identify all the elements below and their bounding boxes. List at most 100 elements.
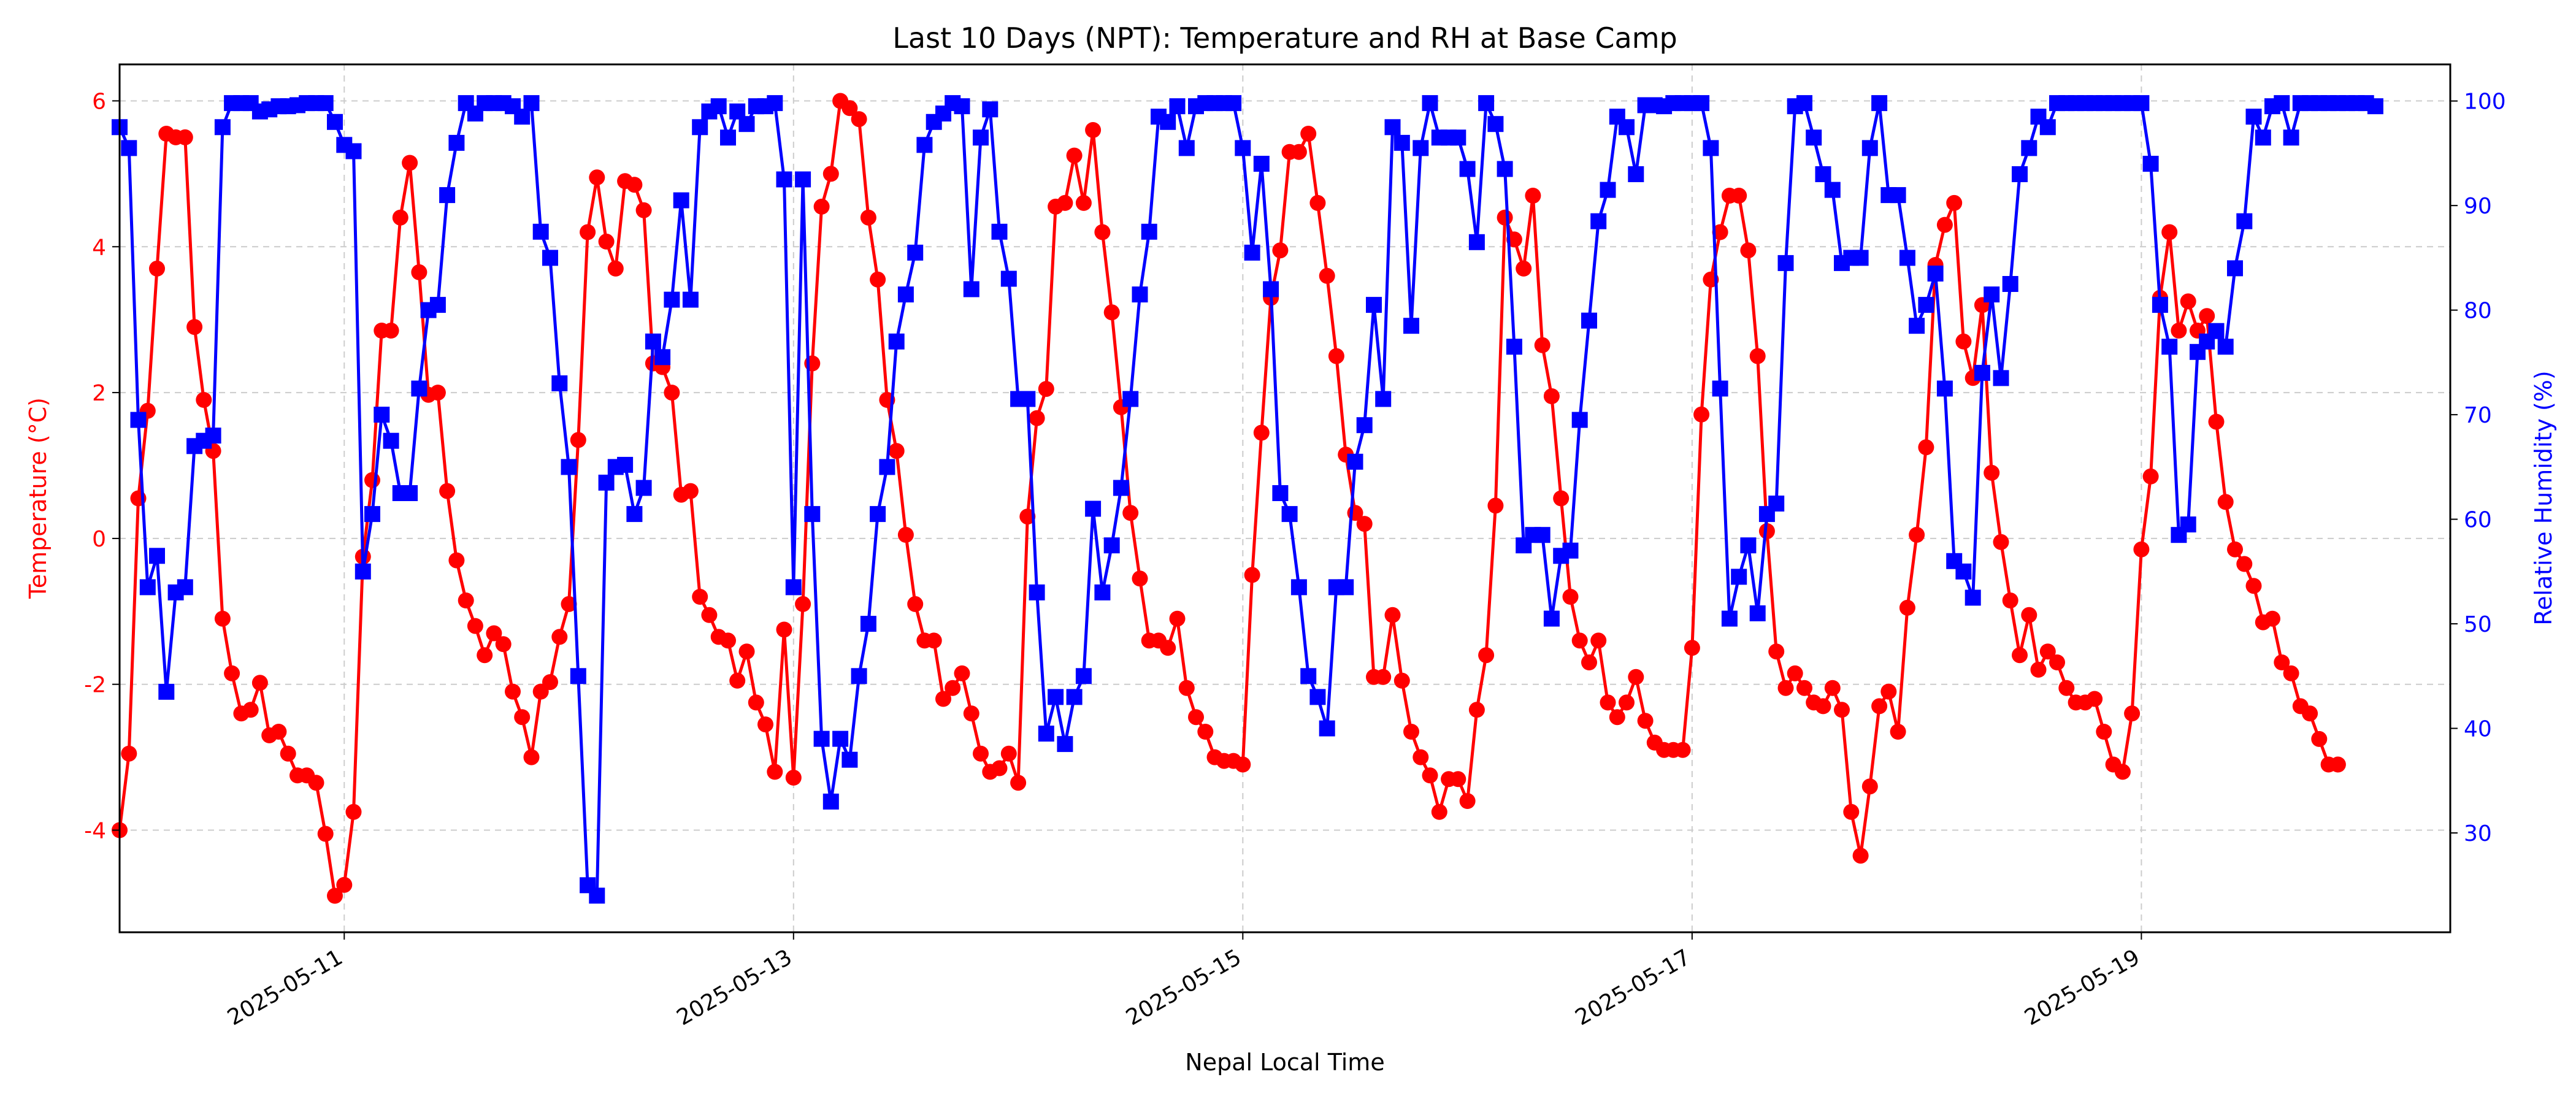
temperature-point bbox=[1777, 680, 1794, 696]
temperature-point bbox=[935, 691, 951, 707]
humidity-point bbox=[2021, 140, 2037, 156]
temperature-point bbox=[2311, 730, 2328, 747]
humidity-point bbox=[1478, 95, 1495, 112]
temperature-point bbox=[1525, 188, 1541, 204]
humidity-point bbox=[1253, 156, 1270, 172]
humidity-point bbox=[1918, 297, 1934, 313]
temperature-point bbox=[2245, 578, 2262, 594]
humidity-point bbox=[523, 95, 540, 112]
temperature-point bbox=[2142, 468, 2159, 485]
temperature-point bbox=[1160, 640, 1176, 656]
humidity-point bbox=[374, 407, 390, 423]
humidity-point bbox=[514, 109, 531, 125]
humidity-point bbox=[1366, 297, 1382, 313]
humidity-point bbox=[1375, 391, 1392, 407]
temperature-point bbox=[1637, 713, 1654, 729]
temperature-point bbox=[224, 665, 240, 681]
temperature-point bbox=[729, 672, 746, 689]
temperature-point bbox=[1516, 260, 1532, 277]
humidity-point bbox=[1338, 579, 1354, 596]
humidity-point bbox=[1468, 234, 1485, 250]
humidity-point bbox=[767, 95, 783, 112]
humidity-point bbox=[879, 459, 895, 475]
temperature-point bbox=[2114, 764, 2131, 780]
humidity-point bbox=[158, 683, 175, 700]
temperature-point bbox=[2227, 541, 2243, 558]
humidity-point bbox=[1871, 95, 1888, 112]
temperature-point bbox=[1600, 694, 1616, 711]
y-axis-right-label: Relative Humidity (%) bbox=[2530, 370, 2557, 625]
humidity-point bbox=[1890, 187, 1906, 204]
temperature-point bbox=[1918, 439, 1934, 456]
temperature-point bbox=[1103, 304, 1120, 321]
humidity-point bbox=[139, 579, 156, 596]
humidity-point bbox=[1562, 542, 1579, 559]
temperature-point bbox=[2264, 610, 2280, 627]
humidity-point bbox=[1497, 161, 1513, 177]
humidity-point bbox=[1263, 281, 1279, 297]
temperature-point bbox=[2208, 413, 2225, 430]
temperature-point bbox=[1384, 607, 1401, 623]
temperature-point bbox=[327, 887, 343, 904]
temperature-point bbox=[411, 264, 427, 280]
humidity-point bbox=[1768, 496, 1785, 512]
humidity-point bbox=[1113, 480, 1129, 496]
humidity-point bbox=[448, 134, 465, 151]
temperature-point bbox=[776, 621, 792, 638]
temperature-point bbox=[1768, 643, 1785, 660]
humidity-point bbox=[635, 480, 652, 496]
humidity-point bbox=[2039, 119, 2056, 136]
humidity-point bbox=[1169, 98, 1186, 115]
y-right-tick-label: 50 bbox=[2464, 612, 2492, 637]
humidity-point bbox=[561, 459, 577, 475]
humidity-point bbox=[1272, 485, 1289, 501]
temperature-point bbox=[2124, 705, 2141, 722]
humidity-point bbox=[1927, 266, 1944, 282]
temperature-point bbox=[598, 233, 615, 250]
temperature-point bbox=[2329, 756, 2346, 773]
humidity-point bbox=[1244, 244, 1260, 261]
temperature-point bbox=[1787, 665, 1803, 681]
humidity-point bbox=[841, 751, 858, 768]
temperature-point bbox=[1543, 388, 1560, 404]
temperature-point bbox=[1562, 589, 1579, 605]
temperature-point bbox=[177, 129, 193, 145]
temperature-point bbox=[907, 596, 924, 612]
humidity-point bbox=[1806, 129, 1822, 146]
humidity-point bbox=[1403, 318, 1419, 334]
humidity-point bbox=[1487, 116, 1504, 132]
temperature-point bbox=[607, 260, 624, 277]
humidity-point bbox=[1628, 166, 1644, 182]
humidity-point bbox=[130, 412, 147, 428]
temperature-point bbox=[383, 323, 399, 339]
humidity-point bbox=[1075, 668, 1092, 684]
temperature-point bbox=[1497, 209, 1513, 226]
humidity-point bbox=[1132, 286, 1148, 303]
humidity-point bbox=[1160, 113, 1176, 130]
humidity-point bbox=[1965, 589, 1981, 606]
humidity-point bbox=[383, 432, 399, 449]
humidity-point bbox=[776, 171, 792, 188]
temperature-point bbox=[2049, 654, 2065, 670]
temperature-point bbox=[1010, 775, 1027, 791]
humidity-point bbox=[2283, 129, 2299, 146]
temperature-point bbox=[991, 760, 1008, 776]
temperature-point bbox=[1534, 337, 1551, 353]
temperature-point bbox=[1936, 217, 1953, 233]
temperature-point bbox=[2199, 308, 2215, 324]
temperature-point bbox=[336, 876, 353, 893]
temperature-point bbox=[1581, 654, 1597, 670]
y-left-tick-label: 0 bbox=[92, 527, 106, 552]
y-left-tick-label: 2 bbox=[92, 381, 106, 406]
humidity-point bbox=[738, 116, 755, 132]
humidity-point bbox=[991, 223, 1008, 240]
temperature-point bbox=[1000, 745, 1017, 762]
humidity-point bbox=[710, 98, 727, 115]
y-left-tick-label: 6 bbox=[92, 89, 106, 114]
temperature-point bbox=[813, 198, 830, 215]
temperature-point bbox=[251, 675, 268, 691]
temperature-point bbox=[1899, 599, 1915, 616]
humidity-point bbox=[177, 579, 193, 596]
temperature-point bbox=[1422, 767, 1438, 784]
humidity-point bbox=[2245, 109, 2262, 125]
